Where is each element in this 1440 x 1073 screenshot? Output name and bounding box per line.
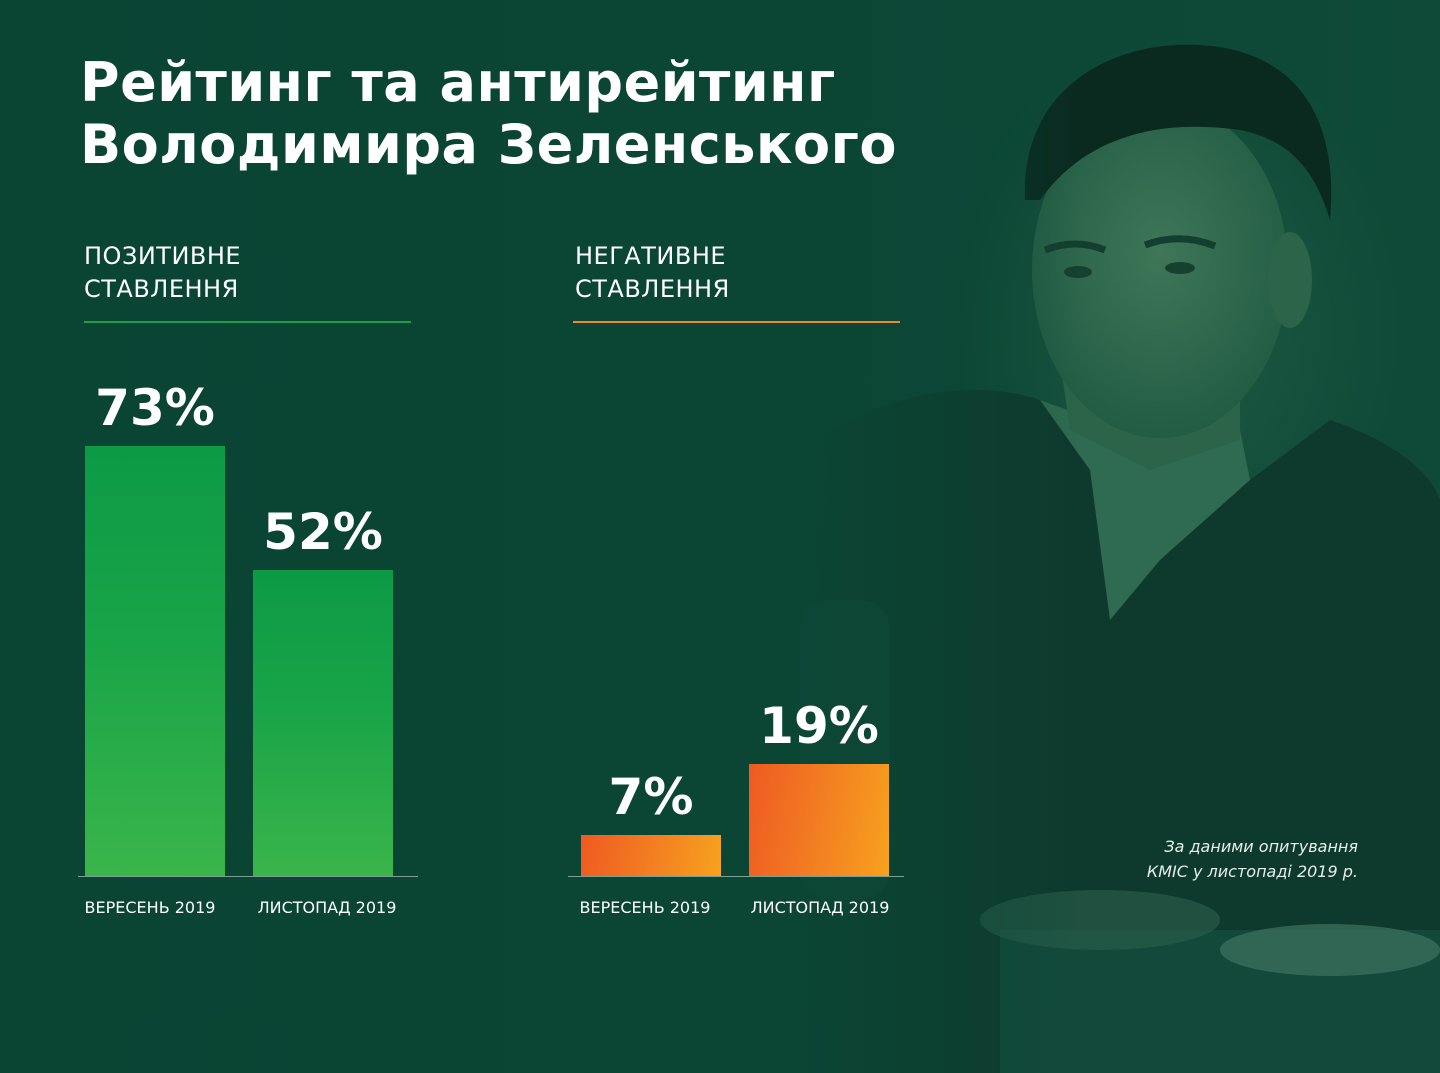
negative-panel-title-line-1: НЕГАТИВНЕ bbox=[575, 242, 727, 270]
chart-title-line-2: Володимира Зеленського bbox=[80, 113, 897, 176]
category-label-negative-september: ВЕРЕСЕНЬ 2019 bbox=[579, 898, 711, 917]
chart-title: Рейтинг та антирейтинг Володимира Зеленс… bbox=[80, 52, 897, 176]
negative-panel-title: НЕГАТИВНЕ СТАВЛЕННЯ bbox=[575, 240, 730, 306]
source-note: За даними опитування КМІС у листопаді 20… bbox=[1147, 834, 1358, 884]
positive-panel-rule bbox=[84, 321, 411, 323]
chart-title-line-1: Рейтинг та антирейтинг bbox=[80, 51, 836, 114]
category-label-positive-november: ЛИСТОПАД 2019 bbox=[257, 898, 397, 917]
negative-panel-title-line-2: СТАВЛЕННЯ bbox=[575, 275, 730, 303]
bar-negative-september bbox=[581, 835, 721, 876]
value-label-negative-september: 7% bbox=[608, 768, 694, 826]
category-label-negative-november: ЛИСТОПАД 2019 bbox=[750, 898, 890, 917]
negative-baseline bbox=[568, 876, 904, 877]
positive-panel-title-line-1: ПОЗИТИВНЕ bbox=[84, 242, 242, 270]
source-note-line-1: За даними опитування bbox=[1164, 837, 1358, 856]
source-note-line-2: КМІС у листопаді 2019 р. bbox=[1146, 862, 1358, 881]
positive-baseline bbox=[78, 876, 418, 877]
bar-positive-september bbox=[85, 446, 225, 876]
value-label-positive-september: 73% bbox=[95, 379, 215, 437]
bar-negative-november bbox=[749, 764, 889, 876]
positive-panel-title-line-2: СТАВЛЕННЯ bbox=[84, 275, 239, 303]
value-label-positive-november: 52% bbox=[263, 503, 383, 561]
bar-positive-november bbox=[253, 570, 393, 876]
category-label-positive-september: ВЕРЕСЕНЬ 2019 bbox=[84, 898, 216, 917]
negative-panel-rule bbox=[573, 321, 900, 323]
value-label-negative-november: 19% bbox=[759, 697, 879, 755]
positive-panel-title: ПОЗИТИВНЕ СТАВЛЕННЯ bbox=[84, 240, 241, 306]
